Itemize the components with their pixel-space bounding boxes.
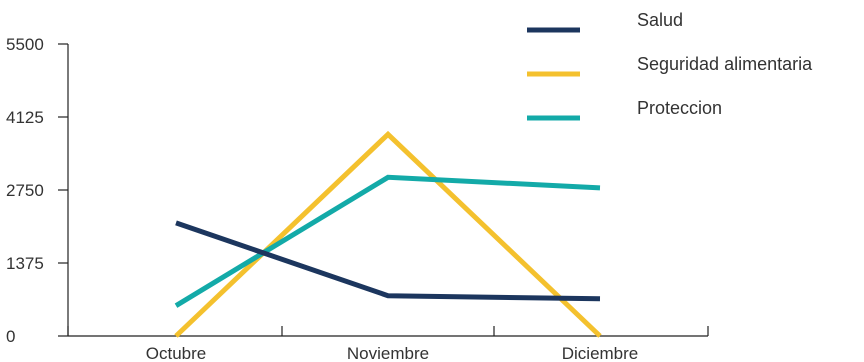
legend-label-proteccion: Proteccion xyxy=(637,98,722,118)
series-line-salud xyxy=(175,220,601,302)
x-axis-ticks: Octubre Noviembre Diciembre xyxy=(67,326,709,362)
x-tick-label: Octubre xyxy=(146,344,206,362)
x-tick-label: Diciembre xyxy=(562,344,639,362)
y-tick-label: 1375 xyxy=(6,254,44,273)
series-lines xyxy=(174,130,602,338)
legend-label-seguridad-alimentaria: Seguridad alimentaria xyxy=(637,54,813,74)
series-line-proteccion xyxy=(174,174,601,308)
legend-label-salud: Salud xyxy=(637,10,683,30)
y-axis-ticks: 0 1375 2750 4125 5500 xyxy=(6,35,68,346)
series-line-seguridad-alimentaria xyxy=(174,130,602,338)
legend: Salud Seguridad alimentaria Proteccion xyxy=(527,10,813,121)
y-tick-label: 4125 xyxy=(6,108,44,127)
chart-axes xyxy=(67,44,708,337)
x-tick-label: Noviembre xyxy=(347,344,429,362)
y-tick-label: 2750 xyxy=(6,181,44,200)
y-tick-label: 5500 xyxy=(6,35,44,54)
y-tick-label: 0 xyxy=(6,327,15,346)
